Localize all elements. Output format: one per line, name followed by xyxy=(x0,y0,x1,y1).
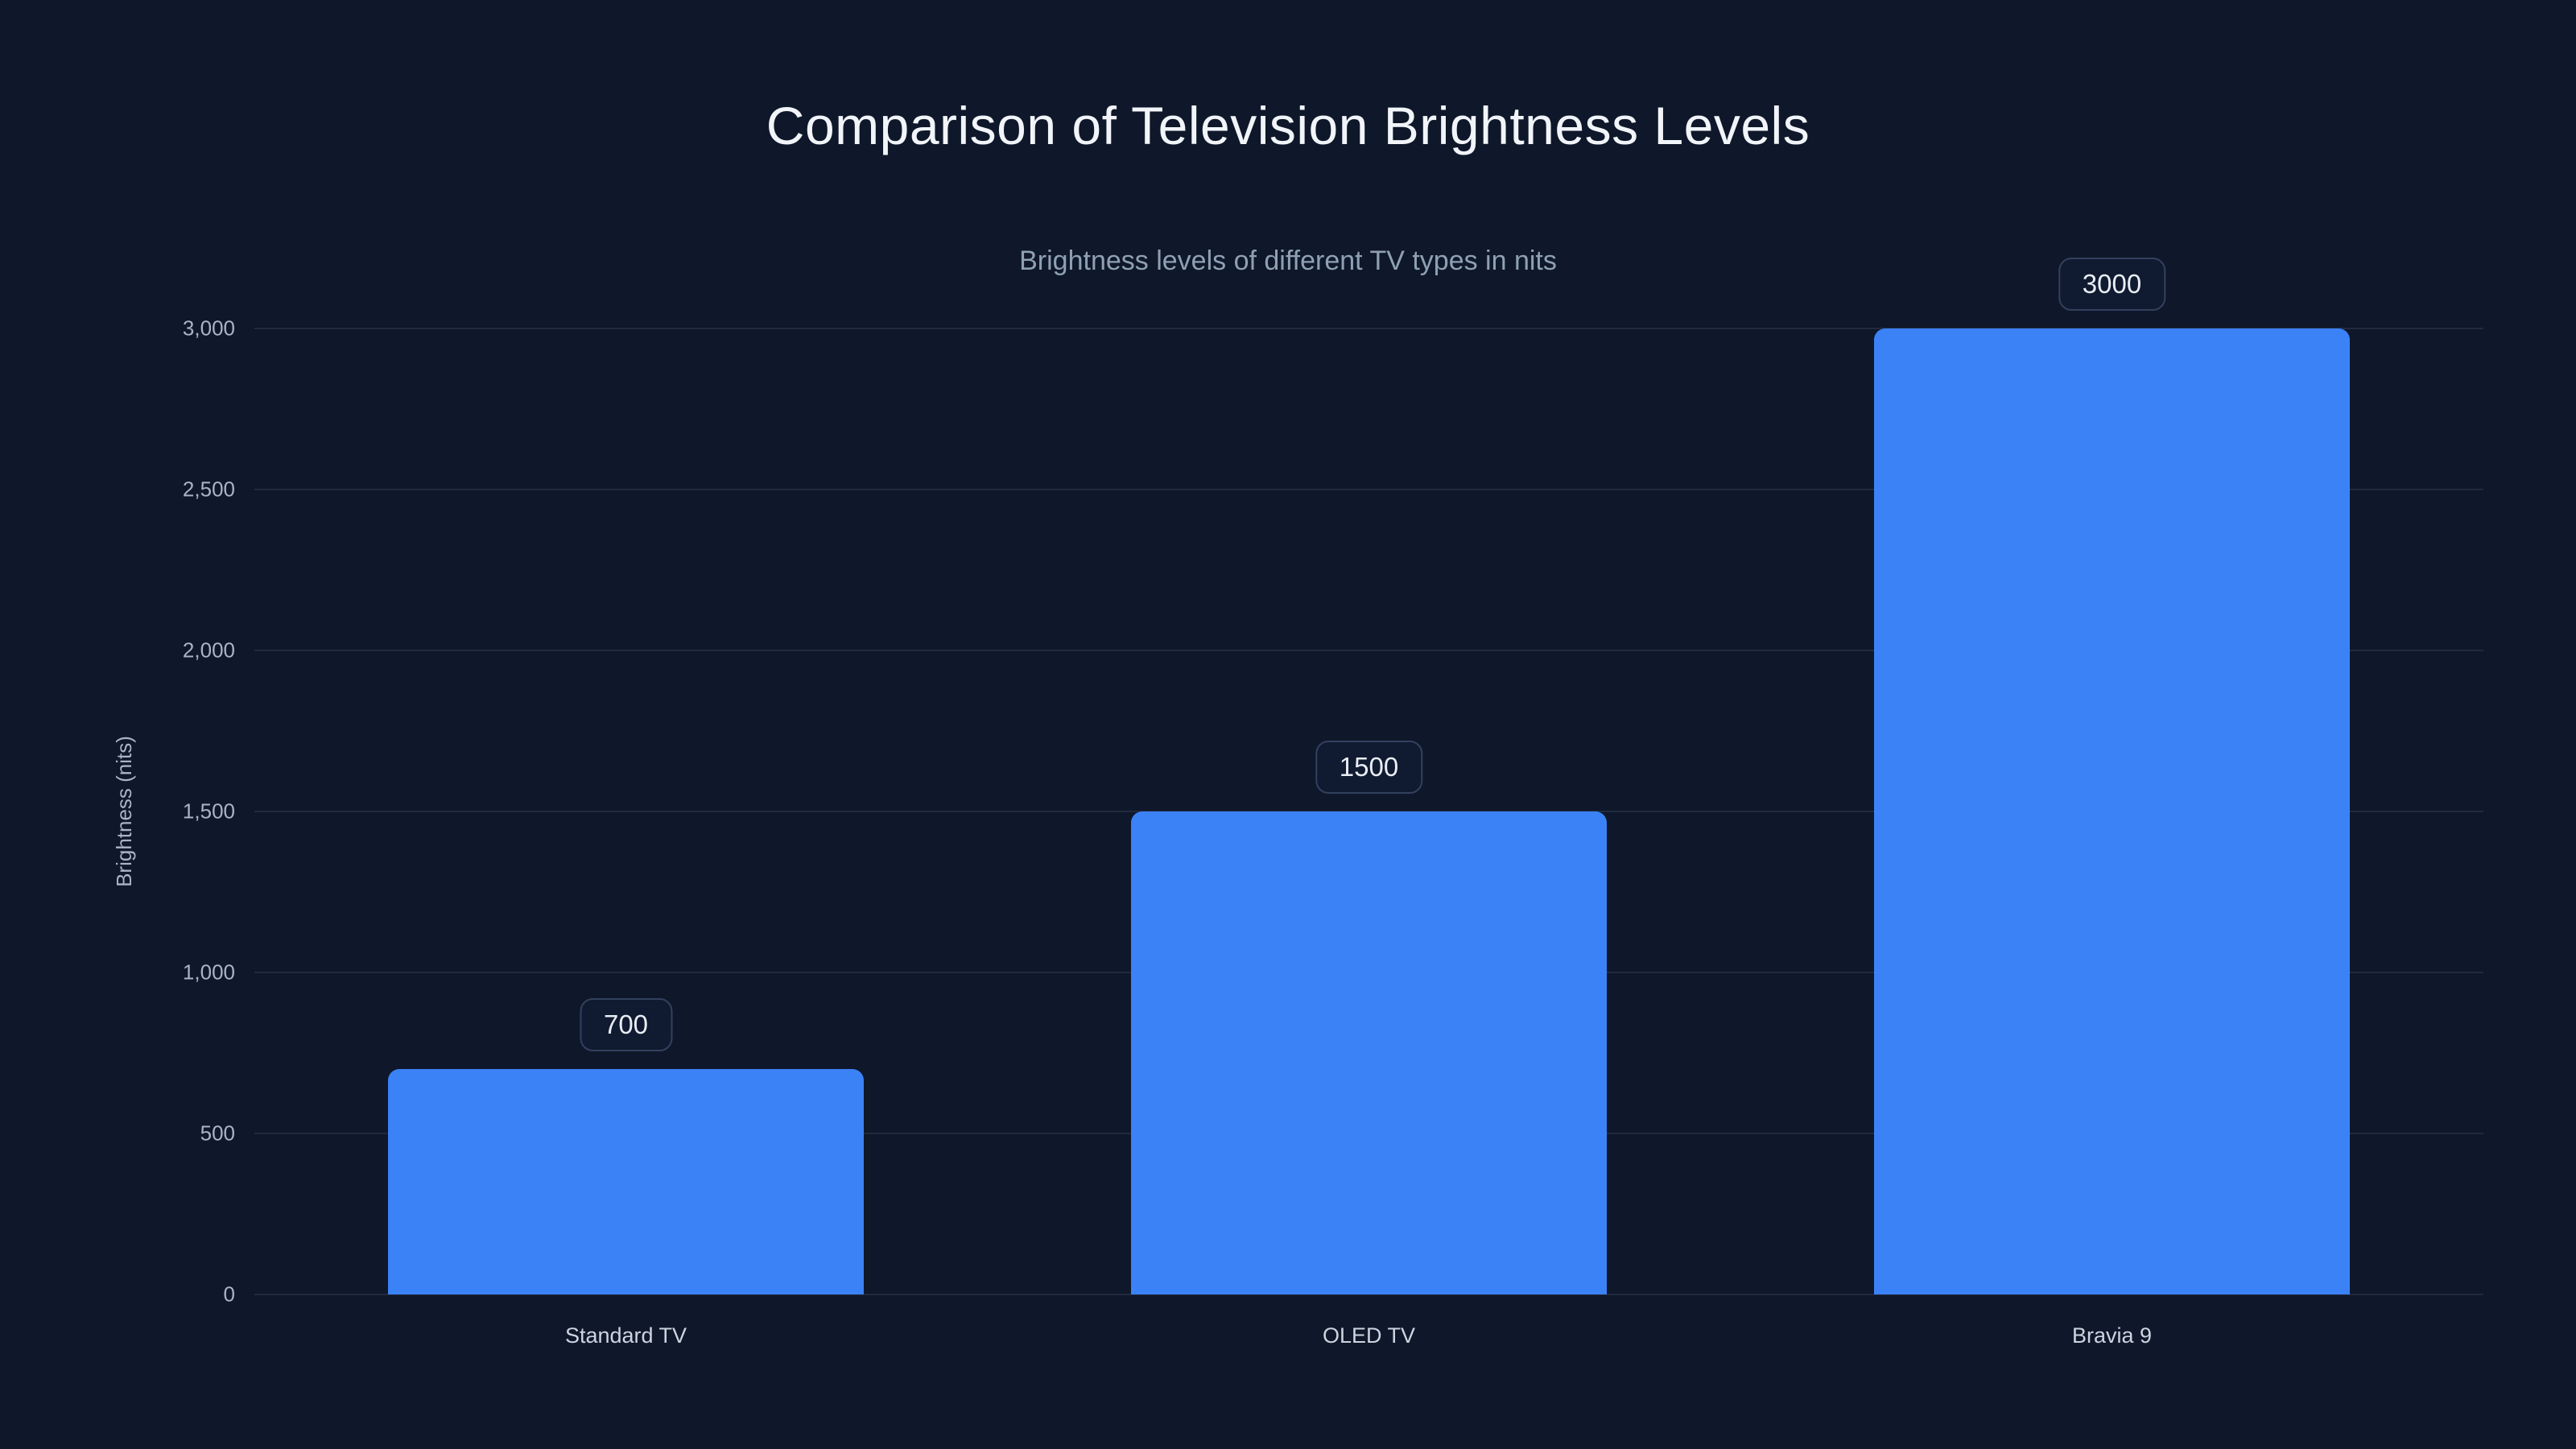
bar-standard-tv[interactable]: 700 xyxy=(388,998,864,1294)
y-axis-title: Brightness (nits) xyxy=(112,736,136,887)
plot-area: Brightness (nits) 700 Standard TV 1500 OLED… xyxy=(112,258,2483,1348)
y-tick-label: 2,000 xyxy=(182,638,235,663)
gridline xyxy=(254,489,2483,490)
bar-value-label: 700 xyxy=(579,998,673,1051)
y-tick-label: 3,000 xyxy=(182,316,235,341)
bar-bravia-9[interactable]: 3000 xyxy=(1874,258,2350,1294)
bars-row: 700 Standard TV 1500 OLED TV 3000 Bravia 9 xyxy=(254,258,2483,1348)
bar-value-label: 1500 xyxy=(1315,741,1423,794)
y-tick-label: 2,500 xyxy=(182,477,235,502)
x-tick-label: Bravia 9 xyxy=(2071,1323,2153,1348)
bar-slot: 700 Standard TV xyxy=(254,328,997,1348)
chart-subtitle: Brightness levels of different TV types … xyxy=(1019,246,1557,276)
x-tick-label: OLED TV xyxy=(1322,1323,1416,1348)
bar-value-label: 3000 xyxy=(2058,258,2166,311)
bar-slot: 1500 OLED TV xyxy=(997,328,1740,1348)
bar-oled-tv[interactable]: 1500 xyxy=(1131,741,1607,1294)
x-tick-label: Standard TV xyxy=(564,1323,687,1348)
y-tick-label: 500 xyxy=(200,1121,235,1146)
gridline xyxy=(254,1294,2483,1295)
gridline xyxy=(254,650,2483,651)
chart-title: Comparison of Television Brightness Leve… xyxy=(766,96,1810,155)
y-tick-label: 0 xyxy=(223,1282,235,1307)
gridline xyxy=(254,328,2483,329)
y-tick-label: 1,000 xyxy=(182,960,235,985)
y-tick-label: 1,500 xyxy=(182,799,235,824)
bar-slot: 3000 Bravia 9 xyxy=(1740,258,2483,1348)
